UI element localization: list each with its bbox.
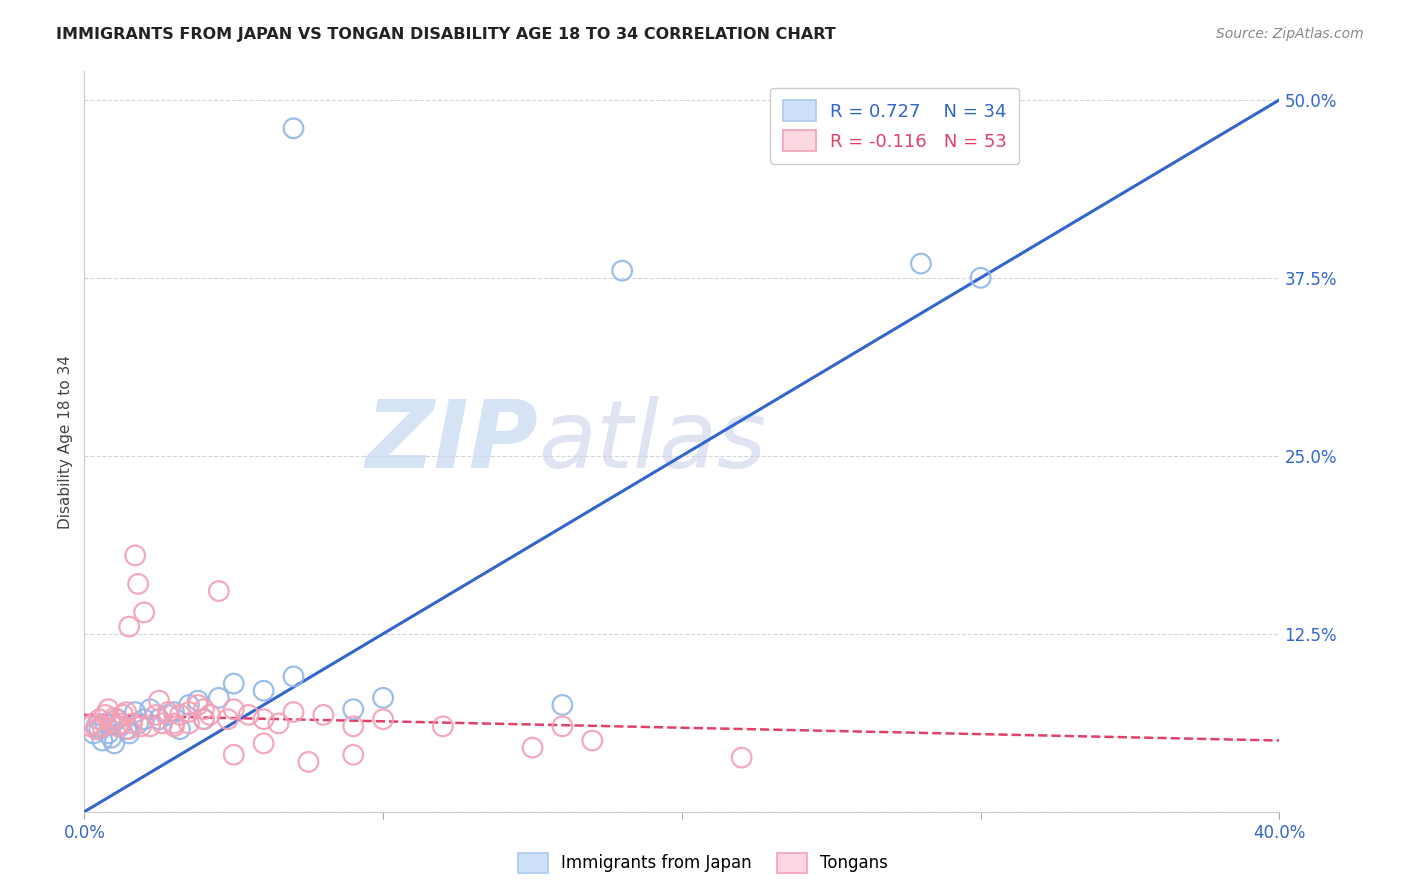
Point <box>253 683 276 698</box>
Point <box>121 716 143 731</box>
Point <box>163 716 186 731</box>
Point <box>157 707 180 722</box>
Point <box>193 712 215 726</box>
Point <box>86 719 108 733</box>
Point <box>432 719 454 733</box>
Point <box>105 719 128 733</box>
Point <box>217 712 239 726</box>
Point <box>124 705 146 719</box>
Point <box>118 726 141 740</box>
Point <box>177 716 200 731</box>
Point <box>910 256 932 270</box>
Point <box>110 719 132 733</box>
Point <box>312 707 335 722</box>
Point <box>551 719 574 733</box>
Point <box>163 719 186 733</box>
Point <box>373 690 395 705</box>
Point <box>91 733 114 747</box>
Point <box>267 716 290 731</box>
Point <box>118 722 141 736</box>
Text: ZIP: ZIP <box>366 395 538 488</box>
Point <box>118 619 141 633</box>
Point <box>193 702 215 716</box>
Point <box>103 736 125 750</box>
Point <box>115 705 138 719</box>
Point <box>970 270 993 285</box>
Point <box>283 669 305 683</box>
Point <box>148 694 170 708</box>
Point <box>177 705 200 719</box>
Point <box>139 702 162 716</box>
Point <box>124 549 146 563</box>
Point <box>283 705 305 719</box>
Point <box>208 584 231 599</box>
Point <box>169 707 191 722</box>
Point <box>115 722 138 736</box>
Legend: Immigrants from Japan, Tongans: Immigrants from Japan, Tongans <box>512 847 894 880</box>
Point <box>342 719 364 733</box>
Point <box>177 698 200 712</box>
Point <box>89 722 111 736</box>
Point <box>79 719 101 733</box>
Point <box>283 121 305 136</box>
Point <box>157 705 180 719</box>
Point <box>373 712 395 726</box>
Point <box>94 716 117 731</box>
Text: IMMIGRANTS FROM JAPAN VS TONGAN DISABILITY AGE 18 TO 34 CORRELATION CHART: IMMIGRANTS FROM JAPAN VS TONGAN DISABILI… <box>56 27 837 42</box>
Point <box>731 750 754 764</box>
Point <box>91 719 114 733</box>
Point <box>150 716 173 731</box>
Point <box>297 755 319 769</box>
Point <box>100 731 122 745</box>
Point <box>163 705 186 719</box>
Point <box>581 733 603 747</box>
Point <box>82 716 104 731</box>
Point <box>127 577 149 591</box>
Point <box>193 712 215 726</box>
Legend: R = 0.727    N = 34, R = -0.116   N = 53: R = 0.727 N = 34, R = -0.116 N = 53 <box>770 87 1019 164</box>
Point <box>132 712 156 726</box>
Point <box>238 707 260 722</box>
Point <box>222 676 245 690</box>
Point <box>132 606 156 620</box>
Point <box>551 698 574 712</box>
Point <box>145 707 167 722</box>
Point <box>110 716 132 731</box>
Point <box>342 702 364 716</box>
Point <box>100 714 122 729</box>
Point <box>105 712 128 726</box>
Point <box>342 747 364 762</box>
Point <box>222 747 245 762</box>
Point <box>612 263 634 277</box>
Point <box>97 702 120 716</box>
Y-axis label: Disability Age 18 to 34: Disability Age 18 to 34 <box>58 354 73 529</box>
Text: atlas: atlas <box>538 396 766 487</box>
Point <box>139 719 162 733</box>
Point <box>253 736 276 750</box>
Point <box>94 707 117 722</box>
Point <box>222 702 245 716</box>
Point <box>127 716 149 731</box>
Point <box>112 707 135 722</box>
Point <box>208 690 231 705</box>
Point <box>187 698 209 712</box>
Point <box>89 712 111 726</box>
Point <box>253 712 276 726</box>
Point <box>86 722 108 736</box>
Point <box>103 711 125 725</box>
Point <box>198 707 221 722</box>
Point <box>129 719 152 733</box>
Point <box>187 694 209 708</box>
Point <box>97 726 120 740</box>
Point <box>82 726 104 740</box>
Text: Source: ZipAtlas.com: Source: ZipAtlas.com <box>1216 27 1364 41</box>
Point <box>148 712 170 726</box>
Point <box>522 740 544 755</box>
Point <box>169 722 191 736</box>
